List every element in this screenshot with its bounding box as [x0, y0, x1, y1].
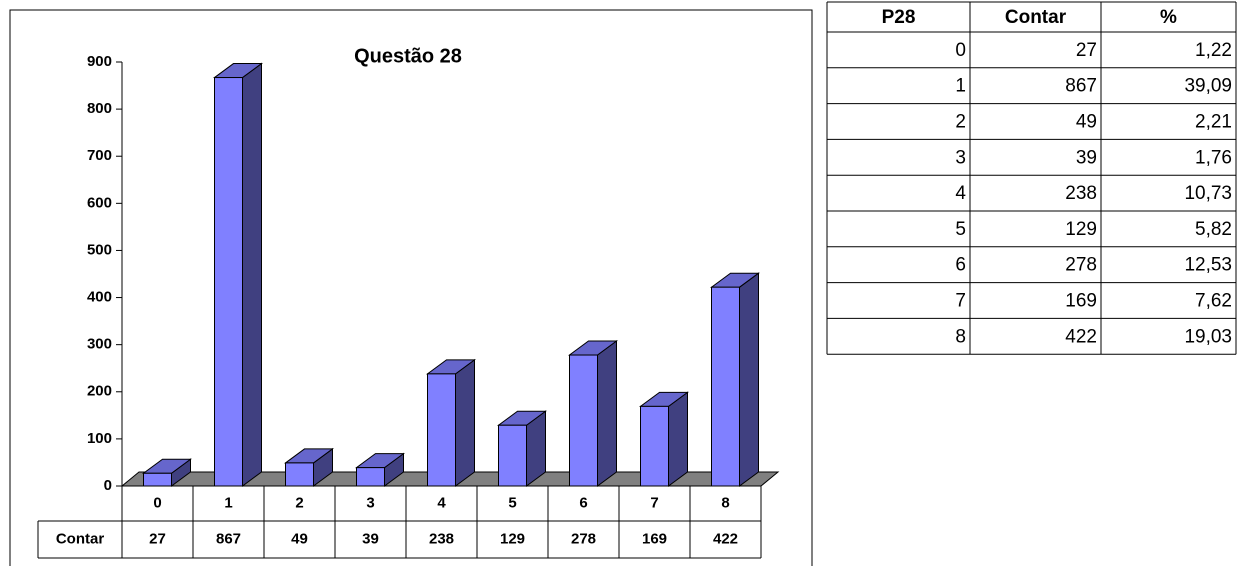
table-cell: 8 [955, 326, 966, 347]
x-tick-label: 1 [224, 494, 232, 511]
y-tick-label: 700 [87, 147, 112, 164]
y-tick-label: 200 [87, 383, 112, 400]
data-label: 27 [149, 530, 166, 547]
bar [356, 467, 385, 487]
table-cell: 49 [1076, 112, 1097, 133]
table-cell: 169 [1065, 291, 1097, 312]
table-cell: 10,73 [1184, 183, 1232, 204]
y-tick-label: 600 [87, 194, 112, 211]
table-header: Contar [1005, 7, 1067, 28]
table-cell: 422 [1065, 326, 1097, 347]
series-name: Contar [56, 530, 104, 547]
table-cell: 2,21 [1195, 112, 1232, 133]
table-cell: 2 [955, 112, 966, 133]
x-tick-label: 7 [650, 494, 658, 511]
bar-side [242, 62, 262, 487]
x-tick-label: 3 [366, 494, 374, 511]
table-header: % [1160, 7, 1177, 28]
bar [569, 354, 598, 487]
bar [285, 462, 314, 487]
table-cell: 278 [1065, 255, 1097, 276]
table-cell: 867 [1065, 76, 1097, 97]
table-cell: 1 [955, 76, 966, 97]
y-tick-label: 800 [87, 100, 112, 117]
table-cell: 6 [955, 255, 966, 276]
bar-side [455, 358, 475, 487]
table-cell: 238 [1065, 183, 1097, 204]
bar [640, 405, 669, 487]
table-cell: 7,62 [1195, 291, 1232, 312]
bar-side [597, 340, 617, 487]
table-cell: 3 [955, 147, 966, 168]
table-cell: 4 [955, 183, 966, 204]
data-label: 39 [362, 530, 379, 547]
table-cell: 5,82 [1195, 219, 1232, 240]
x-tick-label: 5 [508, 494, 516, 511]
table-cell: 12,53 [1184, 255, 1232, 276]
bar [498, 424, 527, 487]
table-cell: 27 [1076, 40, 1097, 61]
bar [711, 286, 740, 487]
bar [214, 77, 243, 487]
x-tick-label: 2 [295, 494, 303, 511]
data-label: 238 [429, 530, 454, 547]
x-tick-label: 8 [721, 494, 729, 511]
table-cell: 0 [955, 40, 966, 61]
table-cell: 19,03 [1184, 326, 1232, 347]
table-header: P28 [882, 7, 916, 28]
bar [143, 472, 172, 487]
data-label: 867 [216, 530, 241, 547]
data-label: 422 [713, 530, 738, 547]
data-label: 278 [571, 530, 596, 547]
table-cell: 7 [955, 291, 966, 312]
table-cell: 129 [1065, 219, 1097, 240]
y-tick-label: 300 [87, 336, 112, 353]
table-cell: 1,22 [1195, 40, 1232, 61]
table-cell: 5 [955, 219, 966, 240]
y-tick-label: 500 [87, 241, 112, 258]
bar [427, 373, 456, 487]
y-tick-label: 900 [87, 53, 112, 70]
y-tick-label: 100 [87, 430, 112, 447]
table-cell: 39 [1076, 147, 1097, 168]
y-tick-label: 0 [104, 477, 112, 494]
x-tick-label: 4 [437, 494, 446, 511]
x-tick-label: 0 [153, 494, 161, 511]
x-tick-label: 6 [579, 494, 587, 511]
table-cell: 1,76 [1195, 147, 1232, 168]
data-label: 169 [642, 530, 667, 547]
bar-side [739, 272, 759, 487]
chart-title: Questão 28 [354, 45, 462, 67]
bar-side [668, 391, 688, 487]
table-cell: 39,09 [1184, 76, 1232, 97]
data-label: 49 [291, 530, 308, 547]
y-tick-label: 400 [87, 289, 112, 306]
data-label: 129 [500, 530, 525, 547]
